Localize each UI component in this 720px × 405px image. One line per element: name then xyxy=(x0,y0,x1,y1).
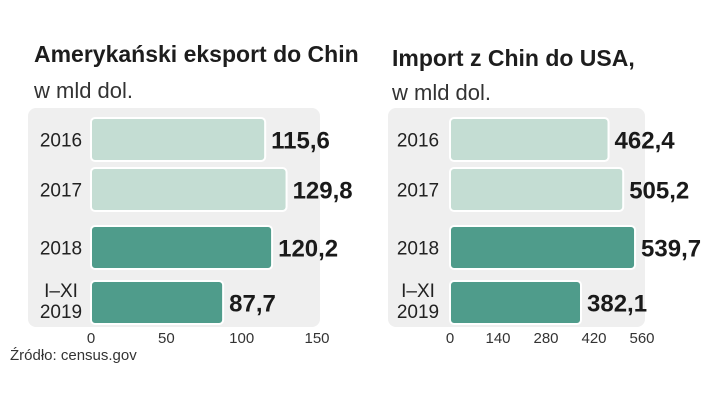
plot-panel xyxy=(388,108,645,327)
import-chart: Import z Chin do USA, w mld dol. 462,4 2016… xyxy=(388,45,701,347)
x-tick-label: 100 xyxy=(229,330,254,347)
category-label: 2018 xyxy=(40,239,82,260)
category-label: I–XI 2019 xyxy=(397,281,439,323)
x-tick-label: 50 xyxy=(158,330,175,347)
bar-3 xyxy=(449,280,583,325)
category-label: I–XI 2019 xyxy=(40,281,82,323)
category-label: 2016 xyxy=(40,131,82,152)
x-tick-label: 420 xyxy=(581,330,606,347)
category-label: 2016 xyxy=(397,131,439,152)
value-label: 505,2 xyxy=(629,178,689,205)
value-label: 382,1 xyxy=(587,291,647,318)
x-tick-label: 560 xyxy=(629,330,654,347)
bar-1 xyxy=(449,167,625,212)
x-tick-label: 150 xyxy=(304,330,329,347)
bar-0 xyxy=(449,117,610,162)
bar-3 xyxy=(90,280,225,325)
chart-subtitle: w mld dol. xyxy=(33,78,133,103)
category-label: 2017 xyxy=(40,181,82,202)
value-label: 539,7 xyxy=(641,236,701,263)
value-label: 462,4 xyxy=(615,128,676,155)
x-tick-label: 0 xyxy=(87,330,95,347)
bar-2 xyxy=(449,225,637,270)
chart-title: Amerykański eksport do Chin xyxy=(34,41,359,67)
x-tick-label: 280 xyxy=(533,330,558,347)
category-label: 2017 xyxy=(397,181,439,202)
category-label: 2018 xyxy=(397,239,439,260)
source-note: Źródło: census.gov xyxy=(10,347,137,364)
x-tick-label: 140 xyxy=(485,330,510,347)
chart-title: Import z Chin do USA, xyxy=(392,45,635,71)
value-label: 120,2 xyxy=(278,236,338,263)
bar-2 xyxy=(90,225,274,270)
export-chart: Amerykański eksport do Chin w mld dol. 115… xyxy=(28,41,359,347)
x-tick-label: 0 xyxy=(446,330,454,347)
value-label: 87,7 xyxy=(229,291,276,318)
value-label: 115,6 xyxy=(271,128,330,155)
plot-panel xyxy=(28,108,320,327)
chart-subtitle: w mld dol. xyxy=(391,80,491,105)
bar-0 xyxy=(90,117,267,162)
value-label: 129,8 xyxy=(293,178,353,205)
bar-1 xyxy=(90,167,288,212)
